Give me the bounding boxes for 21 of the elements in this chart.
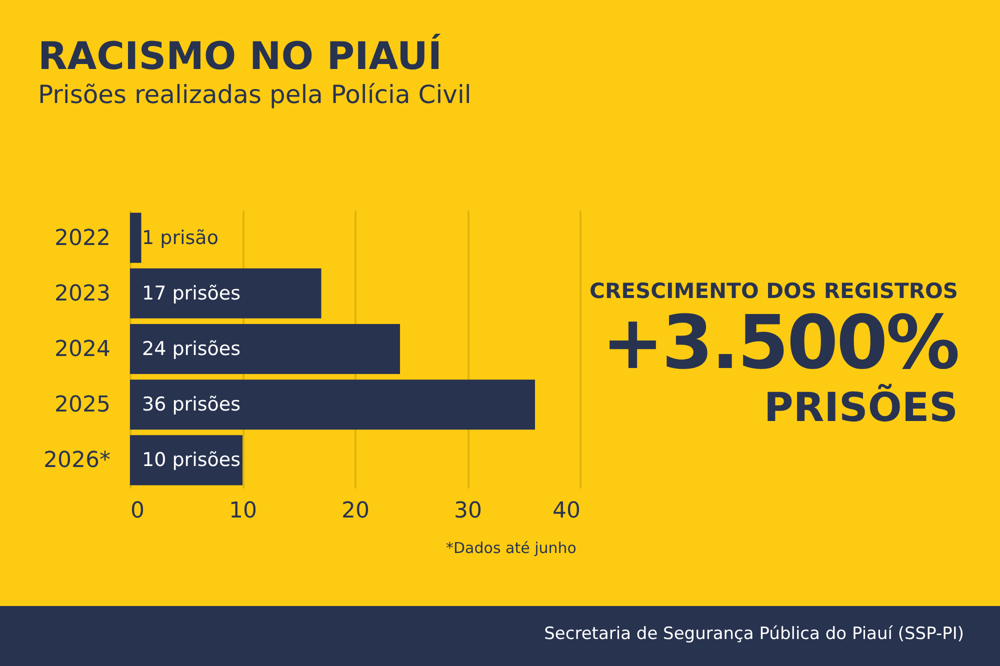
data-label: 10 prisões xyxy=(142,449,240,472)
chart-title: RACISMO NO PIAUÍ xyxy=(38,34,442,78)
x-tick-label: 20 xyxy=(342,498,370,524)
text: *Dados até junho xyxy=(446,539,576,557)
data-label: 24 prisões xyxy=(142,338,240,360)
text: CRESCIMENTO DOS REGISTROS xyxy=(590,279,958,303)
x-tick-label: 10 xyxy=(229,498,257,524)
x-tick-label: 0 xyxy=(130,498,144,524)
y-tick-label: 2023 xyxy=(54,281,110,306)
x-tick-label: 40 xyxy=(552,498,580,524)
data-label: 17 prisões xyxy=(142,282,240,304)
y-tick-label: 2026* xyxy=(44,448,110,474)
text: Secretaria de Segurança Pública do Piauí (SSP-PI) xyxy=(544,624,964,644)
text: PRISÕES xyxy=(764,385,958,431)
chart-subtitle: Prisões realizadas pela Polícia Civil xyxy=(38,80,472,109)
y-tick-label: 2024 xyxy=(54,337,110,362)
data-label: 1 prisão xyxy=(142,226,218,249)
x-tick-label: 30 xyxy=(454,498,482,524)
y-tick-label: 2025 xyxy=(54,392,110,418)
data-label: 36 prisões xyxy=(142,394,240,416)
y-tick-label: 2022 xyxy=(54,226,110,251)
